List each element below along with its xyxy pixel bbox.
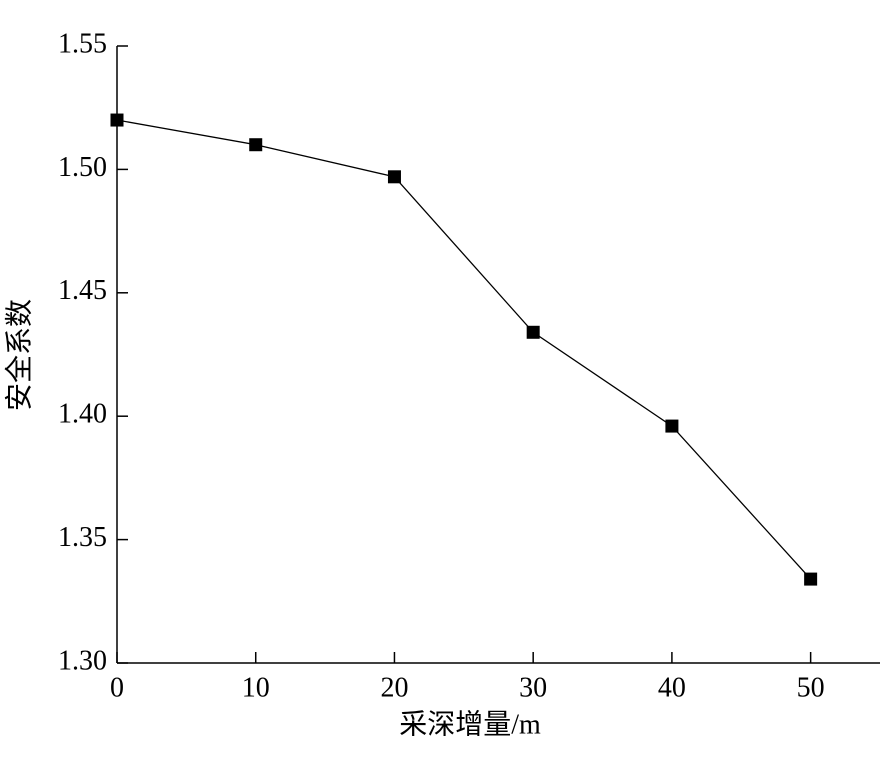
x-tick-label: 0 xyxy=(110,672,124,703)
data-point xyxy=(665,419,679,433)
data-point xyxy=(804,572,818,586)
x-tick-label: 40 xyxy=(658,672,686,703)
y-axis-title: 安全系数 xyxy=(3,299,35,411)
data-point xyxy=(387,170,401,184)
y-tick-label: 1.55 xyxy=(58,28,107,59)
x-tick-label: 30 xyxy=(519,672,547,703)
data-point xyxy=(110,113,124,127)
data-point xyxy=(526,325,540,339)
x-tick-label: 20 xyxy=(380,672,408,703)
y-tick-label: 1.50 xyxy=(58,152,107,183)
y-tick-label: 1.30 xyxy=(58,645,107,676)
y-tick-label: 1.45 xyxy=(58,275,107,306)
y-tick-label: 1.35 xyxy=(58,522,107,553)
y-tick-label: 1.40 xyxy=(58,399,107,430)
x-tick-label: 50 xyxy=(797,672,825,703)
data-point xyxy=(249,138,263,152)
series-line xyxy=(116,119,812,580)
x-tick-label: 10 xyxy=(242,672,270,703)
x-axis-title: 采深增量/m xyxy=(399,708,541,740)
